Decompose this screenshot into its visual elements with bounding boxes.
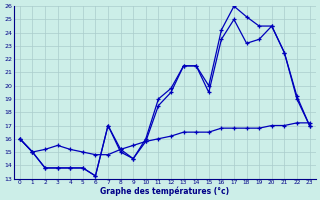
X-axis label: Graphe des températures (°c): Graphe des températures (°c) [100, 186, 229, 196]
